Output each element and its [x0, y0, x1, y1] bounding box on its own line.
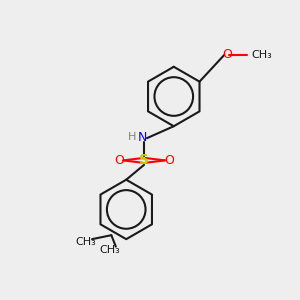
Text: CH₃: CH₃ [100, 244, 120, 255]
Text: O: O [164, 154, 174, 167]
Text: S: S [139, 153, 149, 167]
Text: N: N [138, 131, 147, 144]
Text: CH₃: CH₃ [251, 50, 272, 60]
Text: CH₃: CH₃ [76, 237, 97, 247]
Text: O: O [222, 48, 232, 62]
Text: O: O [114, 154, 124, 167]
Text: H: H [128, 132, 136, 142]
